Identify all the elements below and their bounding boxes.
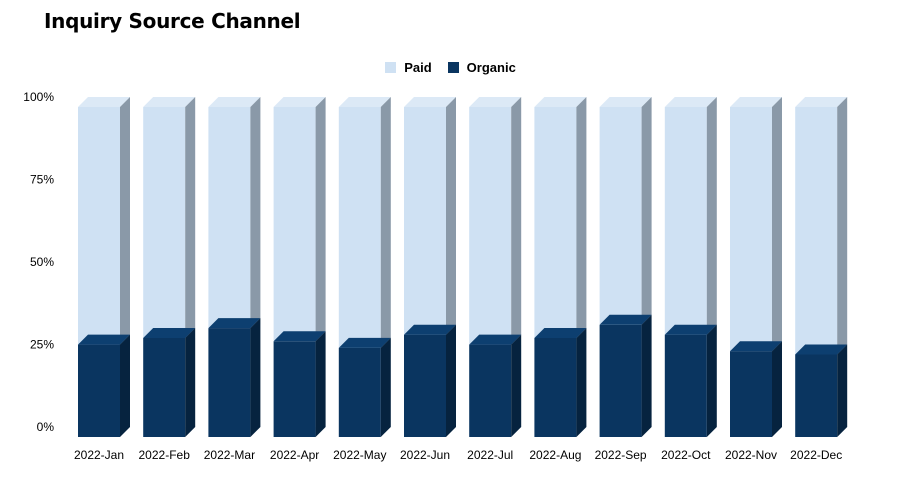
bar-organic-9-front: [599, 324, 642, 437]
bar-organic-8-side: [576, 328, 587, 437]
bar-paid-1-top: [78, 97, 130, 107]
bar-paid-2-front: [143, 107, 186, 338]
bar-paid-3-side: [250, 97, 261, 329]
bar-paid-9-side: [641, 97, 652, 325]
legend-item-paid: Paid: [385, 60, 432, 75]
x-tick-label: 2022-Jan: [74, 448, 124, 462]
bar-organic-3-front: [208, 328, 251, 437]
bar-paid-6-front: [404, 107, 446, 335]
bar-paid-8-front: [534, 107, 577, 338]
bar-organic-5-top: [338, 337, 391, 348]
x-tick-label: 2022-Jun: [400, 448, 450, 462]
y-tick-label: 75%: [30, 173, 54, 187]
bar-paid-12-side: [837, 97, 848, 355]
bar-paid-8-top: [534, 97, 587, 107]
bar-paid-12-front: [795, 107, 838, 355]
bar-organic-6-side: [446, 324, 456, 437]
bar-paid-2-side: [185, 97, 196, 338]
bar-organic-5-side: [380, 337, 391, 437]
bar-organic-9-side: [641, 314, 652, 437]
chart-title: Inquiry Source Channel: [44, 9, 301, 33]
bar-organic-10-top: [664, 324, 717, 335]
legend-swatch-organic: [447, 62, 459, 73]
bar-organic-3-top: [208, 318, 261, 329]
bar-paid-5-top: [338, 97, 391, 107]
bar-organic-8-top: [534, 328, 587, 338]
bar-paid-4-top: [273, 97, 326, 107]
legend-label-paid: Paid: [404, 60, 432, 75]
bar-organic-11-side: [772, 341, 782, 437]
bar-paid-6-top: [404, 97, 456, 107]
bar-paid-5-side: [380, 97, 391, 348]
bar-paid-2-top: [143, 97, 196, 107]
legend-item-organic: Organic: [447, 60, 516, 75]
bar-paid-12-top: [795, 97, 848, 107]
bar-paid-10-side: [706, 97, 717, 335]
bar-organic-6-front: [404, 334, 446, 437]
bar-paid-7-side: [511, 97, 522, 345]
bar-paid-9-front: [599, 107, 642, 325]
bar-organic-12-front: [795, 354, 838, 437]
bar-paid-11-top: [730, 97, 782, 107]
bar-paid-4-front: [273, 107, 316, 342]
x-tick-label: 2022-Aug: [529, 448, 581, 462]
bar-organic-5-front: [338, 347, 381, 437]
y-tick-label: 0%: [37, 420, 55, 434]
bar-paid-7-top: [469, 97, 522, 107]
bar-paid-9-top: [599, 97, 652, 107]
bar-paid-3-top: [208, 97, 261, 107]
bar-paid-8-side: [576, 97, 587, 338]
bar-organic-10-front: [664, 334, 707, 437]
bar-organic-2-front: [143, 338, 186, 437]
bar-organic-4-front: [273, 341, 316, 437]
bar-organic-1-top: [78, 334, 130, 345]
bar-paid-11-front: [730, 107, 772, 352]
x-tick-label: 2022-Oct: [661, 448, 711, 462]
x-tick-label: 2022-Sep: [595, 448, 647, 462]
x-tick-label: 2022-Nov: [725, 448, 777, 462]
bar-paid-7-front: [469, 107, 512, 345]
legend-label-organic: Organic: [466, 60, 516, 75]
bar-organic-1-side: [120, 334, 130, 437]
bar-organic-2-side: [185, 328, 196, 437]
bar-organic-4-side: [315, 331, 326, 437]
bar-paid-6-side: [446, 97, 456, 335]
bar-organic-4-top: [273, 331, 326, 342]
x-tick-label: 2022-Jul: [467, 448, 513, 462]
x-tick-label: 2022-May: [333, 448, 386, 462]
y-tick-label: 100%: [23, 90, 54, 104]
bar-organic-11-top: [730, 341, 782, 352]
bar-organic-12-top: [795, 344, 848, 355]
x-tick-label: 2022-Mar: [204, 448, 255, 462]
bar-paid-3-front: [208, 107, 251, 329]
bar-organic-11-front: [730, 351, 772, 437]
bar-organic-2-top: [143, 328, 196, 338]
bar-organic-10-side: [706, 324, 717, 437]
bar-paid-10-top: [664, 97, 717, 107]
bar-paid-1-front: [78, 107, 120, 345]
bar-organic-9-top: [599, 314, 652, 325]
x-tick-label: 2022-Apr: [270, 448, 319, 462]
bar-organic-12-side: [837, 344, 848, 437]
bar-organic-7-side: [511, 334, 522, 437]
bar-organic-7-front: [469, 344, 512, 437]
bar-paid-4-side: [315, 97, 326, 342]
legend: Paid Organic: [0, 60, 901, 75]
bar-paid-5-front: [338, 107, 381, 348]
bar-organic-1-front: [78, 344, 120, 437]
bar-paid-11-side: [772, 97, 782, 352]
y-tick-label: 50%: [30, 255, 54, 269]
bar-paid-1-side: [120, 97, 130, 345]
x-tick-label: 2022-Dec: [790, 448, 842, 462]
legend-swatch-paid: [385, 62, 397, 73]
bar-organic-6-top: [404, 324, 456, 335]
y-tick-label: 25%: [30, 338, 54, 352]
bar-organic-3-side: [250, 318, 261, 437]
bar-organic-7-top: [469, 334, 522, 345]
bar-paid-10-front: [664, 107, 707, 335]
x-tick-label: 2022-Feb: [139, 448, 191, 462]
bar-organic-8-front: [534, 338, 577, 437]
